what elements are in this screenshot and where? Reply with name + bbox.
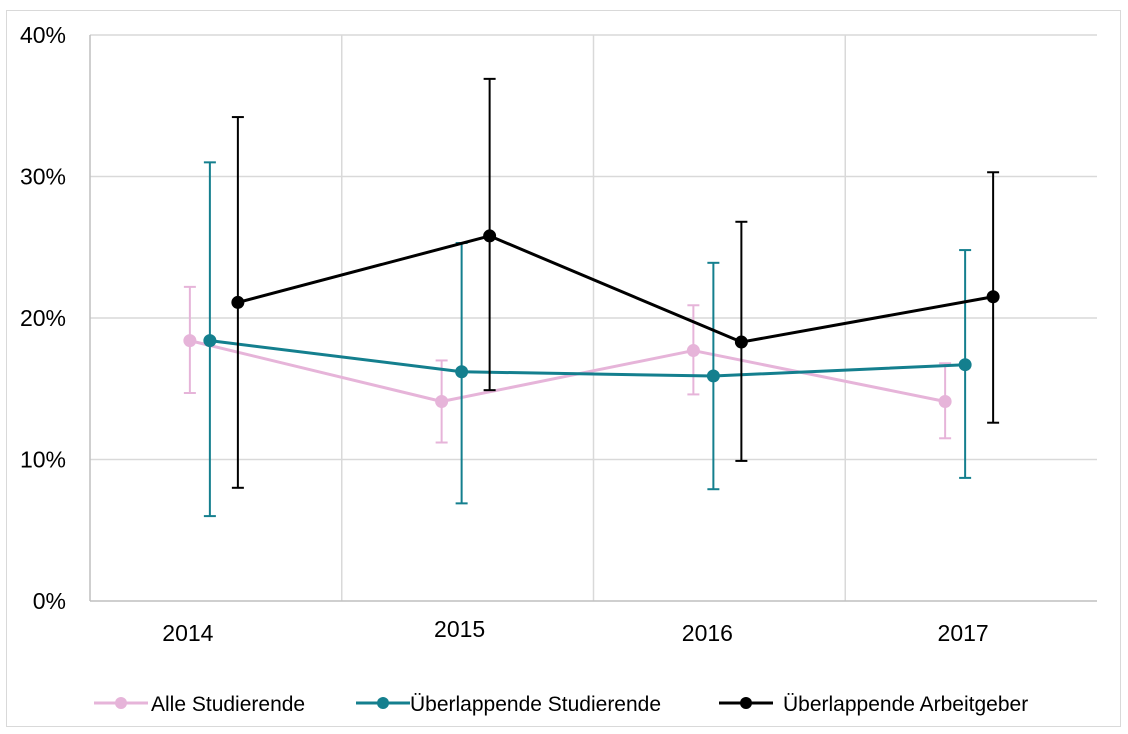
data-point (686, 344, 700, 358)
legend: Alle Studierende Überlappende Studierende… (94, 693, 1028, 716)
legend-label: Alle Studierende (151, 693, 305, 716)
x-tick-label: 2014 (162, 620, 213, 646)
y-tick-label: 10% (20, 447, 66, 473)
y-tick-label: 0% (33, 588, 66, 614)
data-point (231, 295, 245, 309)
x-tick-label: 2016 (682, 620, 733, 646)
legend-swatch-marker (115, 697, 127, 709)
axes: 0% 10% 20% 30% 40% 2014 2015 2016 2017 (20, 22, 1097, 646)
legend-item-1: Überlappende Studierende (356, 693, 661, 716)
legend-item-2: Überlappende Arbeitgeber (719, 693, 1028, 716)
legend-swatch-marker (377, 697, 389, 709)
series-line (189, 339, 946, 403)
data-point (183, 334, 197, 348)
data-point (734, 335, 748, 349)
series (183, 77, 1000, 518)
legend-label: Überlappende Arbeitgeber (783, 693, 1028, 716)
data-point (958, 358, 972, 372)
data-point (986, 290, 1000, 304)
data-point (483, 229, 497, 243)
legend-label: Überlappende Studierende (410, 693, 661, 716)
y-tick-label: 40% (20, 22, 66, 48)
chart-border (6, 10, 1121, 727)
series-1 (203, 161, 972, 518)
series-0 (183, 285, 952, 444)
series-line (237, 234, 994, 344)
series-line (209, 339, 966, 378)
legend-item-0: Alle Studierende (94, 693, 305, 716)
x-tick-label: 2015 (434, 616, 485, 642)
data-point (203, 334, 217, 348)
data-point (455, 365, 469, 379)
y-tick-label: 30% (20, 164, 66, 190)
x-tick-label: 2017 (938, 620, 989, 646)
data-point (435, 394, 449, 408)
series-2 (231, 77, 1000, 489)
grid (90, 34, 1097, 601)
legend-swatch-marker (740, 697, 752, 709)
y-tick-label: 20% (20, 305, 66, 331)
data-point (938, 394, 952, 408)
data-point (706, 369, 720, 383)
